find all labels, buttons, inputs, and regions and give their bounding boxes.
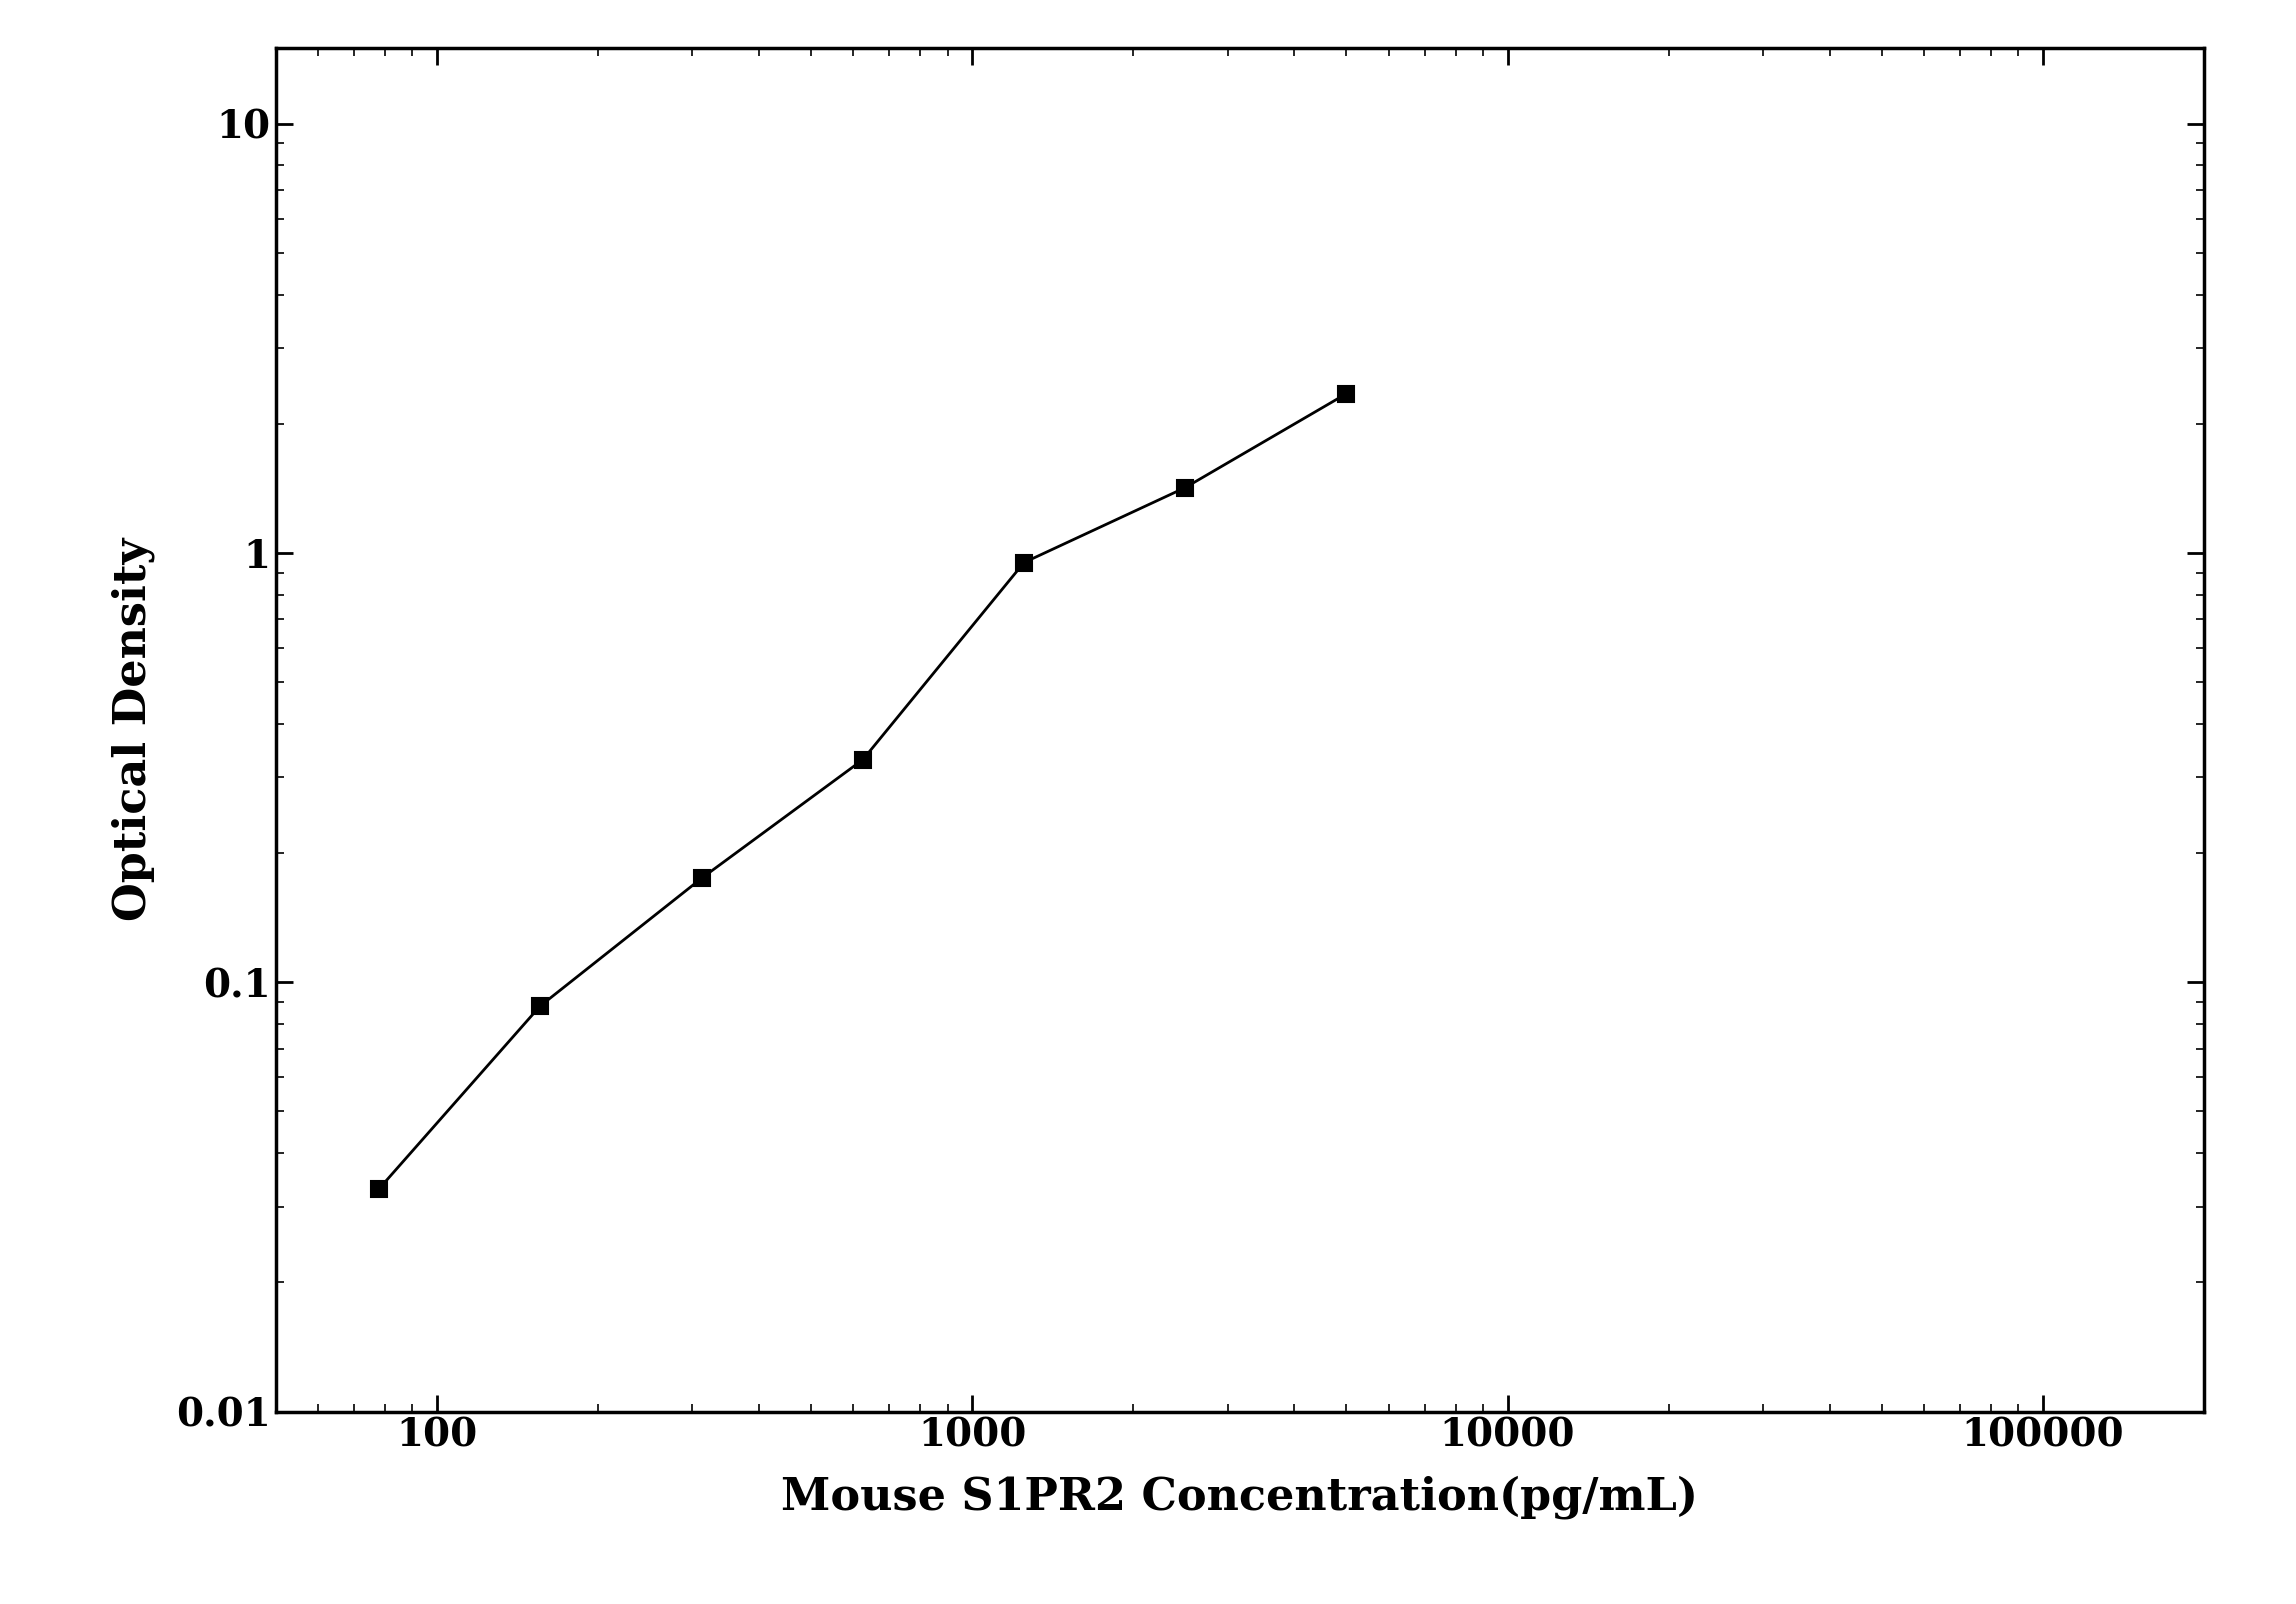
- X-axis label: Mouse S1PR2 Concentration(pg/mL): Mouse S1PR2 Concentration(pg/mL): [781, 1476, 1699, 1519]
- Y-axis label: Optical Density: Optical Density: [113, 539, 156, 921]
